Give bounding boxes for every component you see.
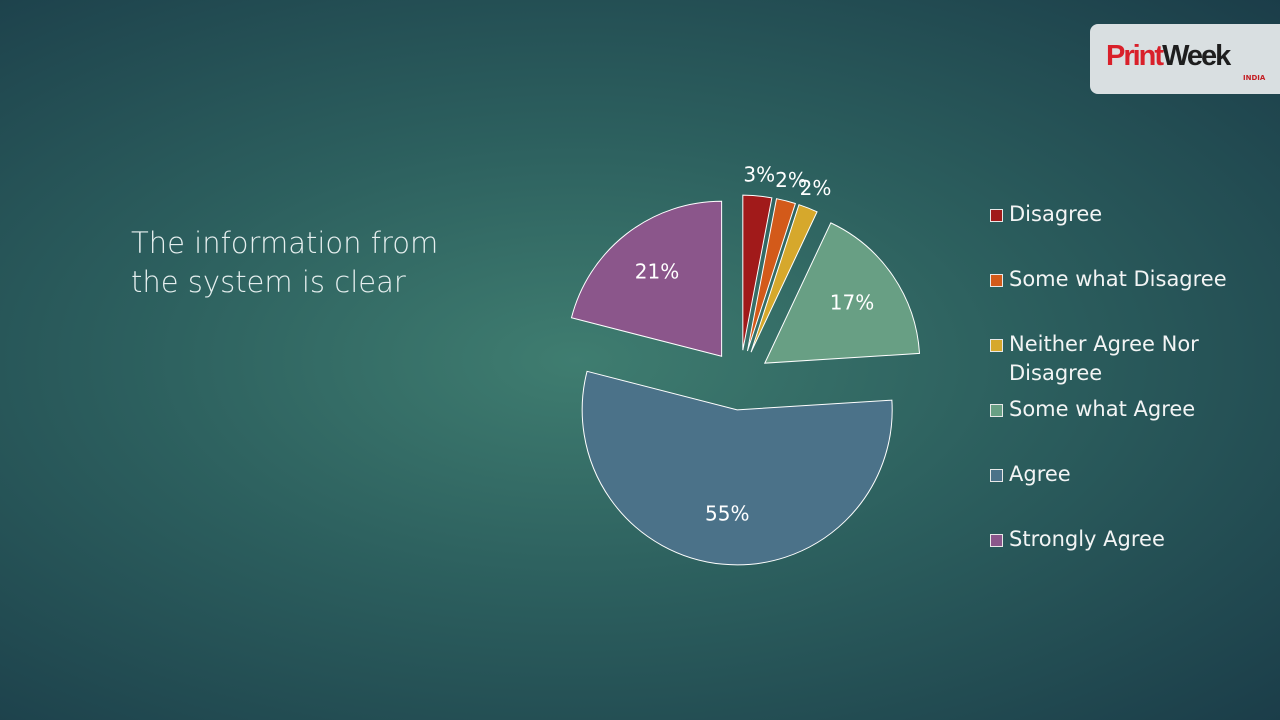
legend-item: Agree: [988, 460, 1248, 525]
data-label: 2%: [800, 176, 832, 200]
data-label: 17%: [830, 290, 874, 314]
legend-label: Disagree: [1009, 202, 1103, 226]
legend-label: Agree: [1009, 462, 1071, 486]
legend-label: Neither Agree Nor Disagree: [1009, 332, 1199, 385]
data-label: 2%: [775, 168, 807, 192]
legend-item: Neither Agree Nor Disagree: [988, 330, 1248, 395]
legend-swatch: [990, 404, 1003, 417]
logo-sub: INDIA: [1243, 74, 1266, 82]
legend-swatch: [990, 339, 1003, 352]
legend-item: Some what Disagree: [988, 265, 1248, 330]
data-label: 55%: [705, 501, 749, 525]
logo-part: Week: [1162, 40, 1231, 72]
legend-item: Disagree: [988, 200, 1248, 265]
pie-slice: [750, 204, 818, 353]
logo-part: Print: [1106, 40, 1164, 72]
legend: Disagree Some what Disagree Neither Agree …: [988, 200, 1248, 590]
logo: PrintWeek INDIA: [1090, 24, 1280, 94]
pie-slice: [763, 222, 921, 364]
legend-swatch: [990, 274, 1003, 287]
legend-swatch: [990, 534, 1003, 547]
pie-slice: [570, 200, 723, 357]
legend-label: Some what Disagree: [1009, 267, 1227, 291]
data-label: 21%: [635, 260, 679, 284]
legend-swatch: [990, 469, 1003, 482]
pie-slice: [742, 194, 773, 351]
legend-item: Some what Agree: [988, 395, 1248, 460]
chart-title: The information from the system is clear: [131, 226, 439, 299]
legend-item: Strongly Agree: [988, 525, 1248, 590]
legend-label: Some what Agree: [1009, 397, 1196, 421]
legend-swatch: [990, 209, 1003, 222]
logo-word: PrintWeek: [1106, 40, 1231, 73]
pie-slice: [746, 198, 796, 352]
legend-label: Strongly Agree: [1009, 527, 1165, 551]
data-label: 3%: [743, 162, 775, 186]
pie-slice: [581, 370, 893, 566]
